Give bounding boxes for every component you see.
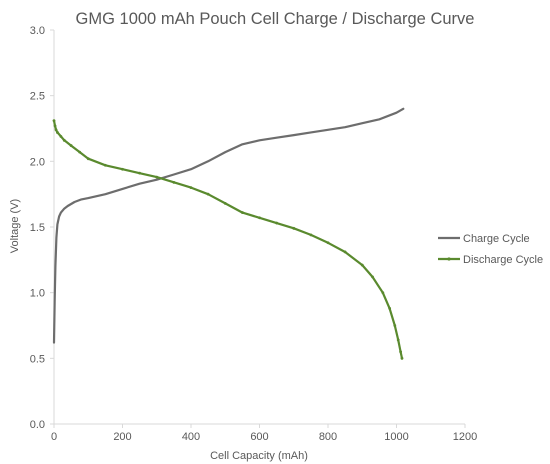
x-tick-label: 200 [113,431,131,443]
data-point [360,263,364,267]
data-point [103,163,107,167]
data-point [121,167,124,171]
plot-area: 0 200 400 600 800 1000 1200 0.0 0.5 1.0 1.5 2.0 2.5 3… [30,25,478,443]
x-tick-label: 0 [51,431,57,443]
data-point [52,119,56,123]
data-point [388,307,392,310]
legend-marker [447,257,451,261]
data-point [172,180,176,184]
data-point [381,291,385,295]
y-tick-label: 1.5 [30,222,45,234]
data-point [400,356,404,360]
legend-label: Charge Cycle [463,233,530,245]
data-point [86,157,90,161]
y-tick-label: 0.0 [30,419,45,431]
data-point [189,186,193,190]
data-point [399,350,403,354]
x-tick-label: 1000 [384,431,408,443]
x-tick-label: 600 [250,431,268,443]
data-point [155,175,159,179]
y-tick-label: 2.0 [30,156,45,168]
data-point [223,201,227,205]
data-point [53,124,57,128]
data-point [56,131,59,134]
y-tick-label: 3.0 [30,25,45,37]
data-point [292,226,296,230]
data-point [206,192,210,196]
legend: Charge Cycle Discharge Cycle [438,233,543,266]
x-axis-title: Cell Capacity (mAh) [210,450,308,462]
data-point [396,338,400,342]
legend-label: Discharge Cycle [463,254,543,266]
data-point [275,221,279,225]
data-point [371,275,374,279]
y-tick-label: 1.0 [30,288,45,300]
data-point [54,128,58,132]
data-point [309,233,313,237]
y-tick-label: 0.5 [30,353,45,365]
data-point [343,250,347,254]
data-point [78,150,82,154]
x-tick-label: 1200 [453,431,477,443]
data-point [258,216,261,220]
x-tick-label: 400 [182,431,200,443]
y-axis-title: Voltage (V) [9,199,21,253]
data-point [59,134,63,138]
data-point [69,144,73,147]
data-point [393,324,397,327]
x-tick-label: 800 [319,431,337,443]
data-point [138,171,142,175]
data-point [240,211,244,214]
data-point [62,138,66,142]
series-line-discharge [52,119,404,360]
chart-title: GMG 1000 mAh Pouch Cell Charge / Dischar… [76,10,475,28]
series-line-charge [52,107,405,344]
data-point [326,241,330,245]
y-tick-label: 2.5 [30,91,45,103]
